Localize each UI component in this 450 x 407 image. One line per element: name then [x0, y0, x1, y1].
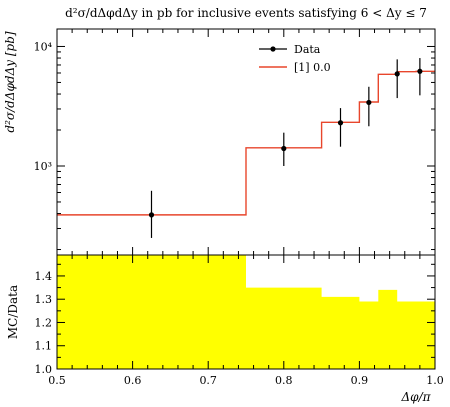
- x-tick-label: 0.7: [199, 374, 217, 387]
- x-tick-label: 0.8: [275, 374, 293, 387]
- mc-step-line: [57, 70, 435, 216]
- legend-data-label: Data: [294, 43, 321, 56]
- data-point: [417, 68, 423, 74]
- data-point: [148, 212, 155, 218]
- main-frame: [56, 28, 436, 256]
- y-tick-label: 1.3: [35, 293, 53, 306]
- x-tick-label: 0.5: [48, 374, 66, 387]
- y-tick-label: 10³: [34, 160, 52, 173]
- x-tick-label: 0.9: [351, 374, 369, 387]
- x-axis-label: Δφ/π: [401, 390, 432, 404]
- y-tick-label: 1.0: [35, 363, 53, 376]
- y-tick-label: 10⁴: [34, 40, 53, 53]
- legend: Data [1] 0.0: [259, 43, 331, 74]
- data-point: [394, 71, 400, 77]
- data-point: [366, 99, 372, 106]
- data-point: [281, 145, 287, 152]
- y-tick-label: 1.1: [35, 340, 53, 353]
- chart-title: d²σ/dΔφdΔy in pb for inclusive events sa…: [65, 6, 427, 20]
- legend-data-marker: [270, 46, 276, 52]
- x-tick-label: 0.6: [124, 374, 142, 387]
- ratio-band: [57, 255, 435, 369]
- y-tick-label: 1.4: [35, 270, 53, 283]
- x-tick-label: 1.0: [426, 374, 444, 387]
- ratio-panel: 0.5 0.6 0.7 0.8 0.9 1.0 1.0 1.1 1.2 1.3 1.4: [35, 254, 444, 387]
- ratio-y-axis-label: MC/Data: [6, 285, 20, 339]
- main-panel: 10³ 10⁴ Data [1] 0.0: [34, 28, 436, 256]
- legend-mc-label: [1] 0.0: [294, 61, 331, 74]
- main-y-axis-label: d²σ/dΔφdΔy [pb]: [3, 31, 17, 132]
- data-point: [337, 120, 344, 126]
- ratio-frame: [56, 254, 436, 370]
- y-tick-label: 1.2: [35, 316, 53, 329]
